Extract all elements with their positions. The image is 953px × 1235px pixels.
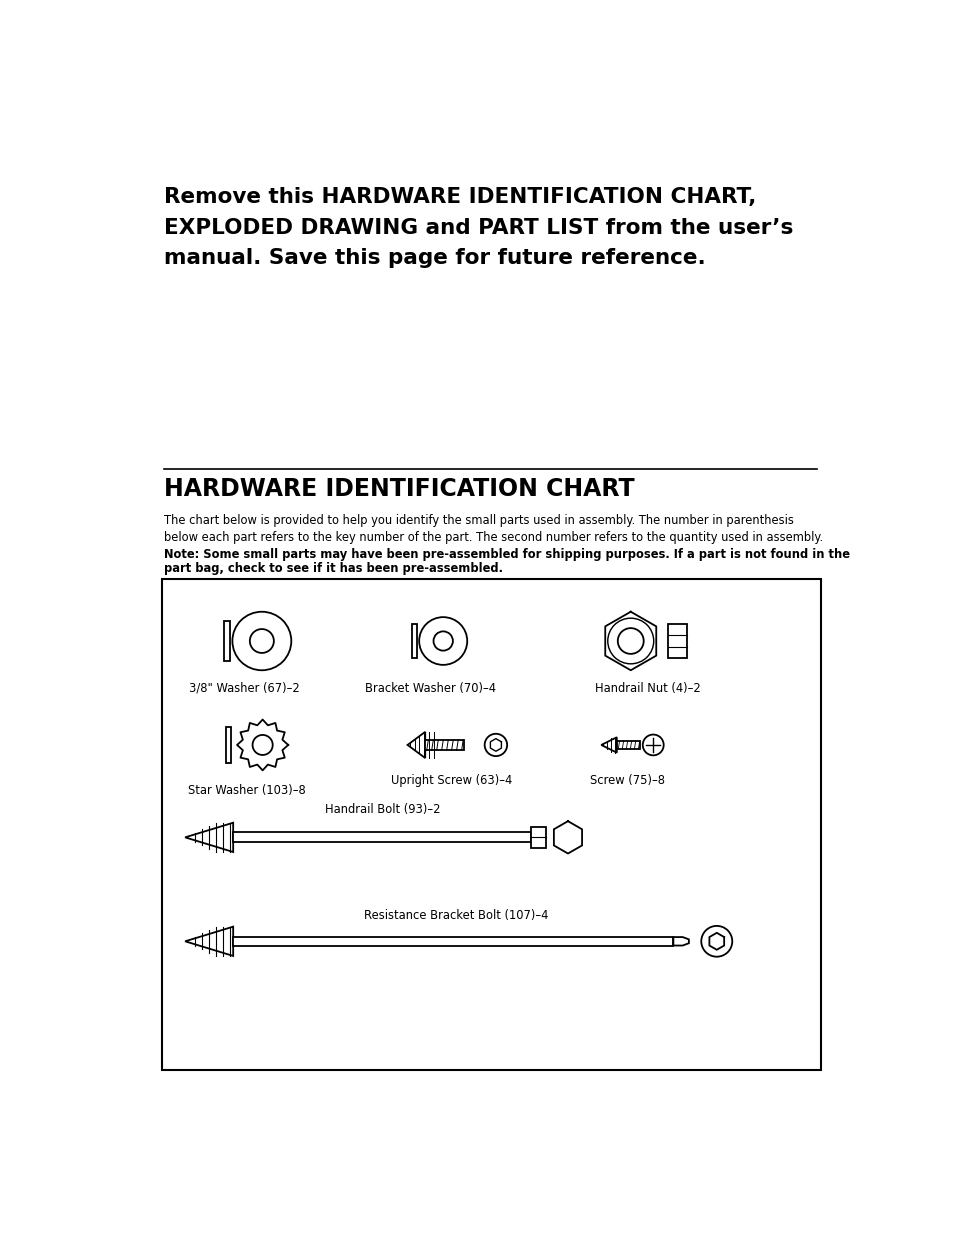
Bar bbox=[425, 740, 463, 750]
Polygon shape bbox=[554, 821, 581, 853]
Circle shape bbox=[484, 734, 507, 756]
Bar bbox=[530, 826, 546, 848]
Text: below each part refers to the key number of the part. The second number refers t: below each part refers to the key number… bbox=[164, 531, 822, 543]
Text: Note: Some small parts may have been pre-assembled for shipping purposes. If a p: Note: Some small parts may have been pre… bbox=[164, 548, 849, 561]
Polygon shape bbox=[600, 737, 617, 752]
Circle shape bbox=[433, 631, 453, 651]
Text: Screw (75)–8: Screw (75)–8 bbox=[590, 774, 664, 787]
Circle shape bbox=[250, 629, 274, 653]
Polygon shape bbox=[673, 937, 688, 946]
Circle shape bbox=[418, 618, 467, 664]
Bar bbox=[162, 579, 820, 1070]
Bar bbox=[667, 624, 686, 658]
Text: Resistance Bracket Bolt (107)–4: Resistance Bracket Bolt (107)–4 bbox=[364, 909, 548, 923]
Polygon shape bbox=[185, 926, 233, 956]
Circle shape bbox=[253, 735, 273, 755]
Circle shape bbox=[642, 735, 663, 756]
Text: The chart below is provided to help you identify the small parts used in assembl: The chart below is provided to help you … bbox=[164, 514, 793, 527]
Circle shape bbox=[700, 926, 732, 957]
Text: part bag, check to see if it has been pre-assembled.: part bag, check to see if it has been pr… bbox=[164, 562, 502, 576]
Text: Bracket Washer (70)–4: Bracket Washer (70)–4 bbox=[365, 682, 496, 695]
Text: Handrail Bolt (93)–2: Handrail Bolt (93)–2 bbox=[325, 803, 440, 816]
Polygon shape bbox=[185, 823, 233, 852]
Text: EXPLODED DRAWING and PART LIST from the user’s: EXPLODED DRAWING and PART LIST from the … bbox=[164, 217, 793, 237]
Text: Handrail Nut (4)–2: Handrail Nut (4)–2 bbox=[595, 682, 700, 695]
Bar bbox=[226, 727, 231, 763]
Text: manual. Save this page for future reference.: manual. Save this page for future refere… bbox=[164, 248, 705, 268]
Bar bbox=[617, 741, 639, 748]
Circle shape bbox=[607, 619, 653, 664]
Text: Star Washer (103)–8: Star Washer (103)–8 bbox=[188, 784, 306, 798]
Text: Remove this HARDWARE IDENTIFICATION CHART,: Remove this HARDWARE IDENTIFICATION CHAR… bbox=[164, 186, 756, 206]
Bar bbox=[233, 832, 530, 842]
Bar bbox=[224, 621, 230, 661]
Text: Upright Screw (63)–4: Upright Screw (63)–4 bbox=[391, 774, 512, 787]
Circle shape bbox=[233, 611, 291, 671]
Bar bbox=[233, 937, 673, 946]
Bar bbox=[412, 624, 416, 658]
Text: 3/8" Washer (67)–2: 3/8" Washer (67)–2 bbox=[190, 682, 300, 695]
Polygon shape bbox=[407, 732, 425, 758]
Circle shape bbox=[618, 629, 643, 653]
Text: HARDWARE IDENTIFICATION CHART: HARDWARE IDENTIFICATION CHART bbox=[164, 477, 634, 501]
